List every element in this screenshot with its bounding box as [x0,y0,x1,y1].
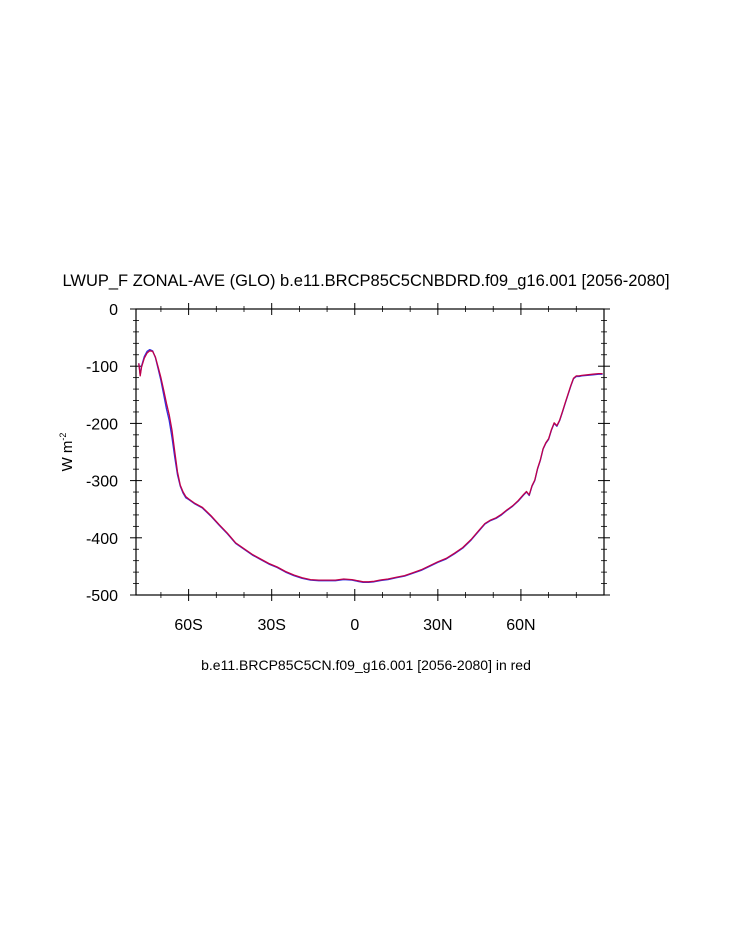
y-axis-label-base: W m [59,441,76,472]
y-tick-label: -300 [86,474,118,491]
y-tick-label: -500 [86,588,118,605]
minor-ticks [133,306,607,598]
plot-frame [135,308,605,596]
x-tick-label: 60N [506,617,535,634]
x-tick-label: 30N [423,617,452,634]
x-tick-label: 0 [350,617,359,634]
y-tick-label: 0 [109,302,118,319]
x-tick-label: 60S [174,617,202,634]
x-tick-label: 30S [257,617,285,634]
series-layer [138,348,603,584]
y-tick-label: -400 [86,531,118,548]
y-axis-label-exponent: -2 [58,433,68,441]
y-tick-label: -100 [86,359,118,376]
x-tick-labels: 60S 30S 0 30N 60N [174,617,535,634]
chart-title: LWUP_F ZONAL-AVE (GLO) b.e11.BRCP85C5CNB… [62,272,669,290]
major-ticks [130,303,610,601]
series-line-blue [138,348,603,584]
series-line-red [138,350,603,583]
y-tick-label: -200 [86,416,118,433]
y-tick-labels: 0 -100 -200 -300 -400 -500 [86,302,118,605]
chart-subtitle: b.e11.BRCP85C5CN.f09_g16.001 [2056-2080]… [201,657,531,673]
y-axis-label: W m-2 [58,433,76,472]
plot-area [130,303,610,601]
